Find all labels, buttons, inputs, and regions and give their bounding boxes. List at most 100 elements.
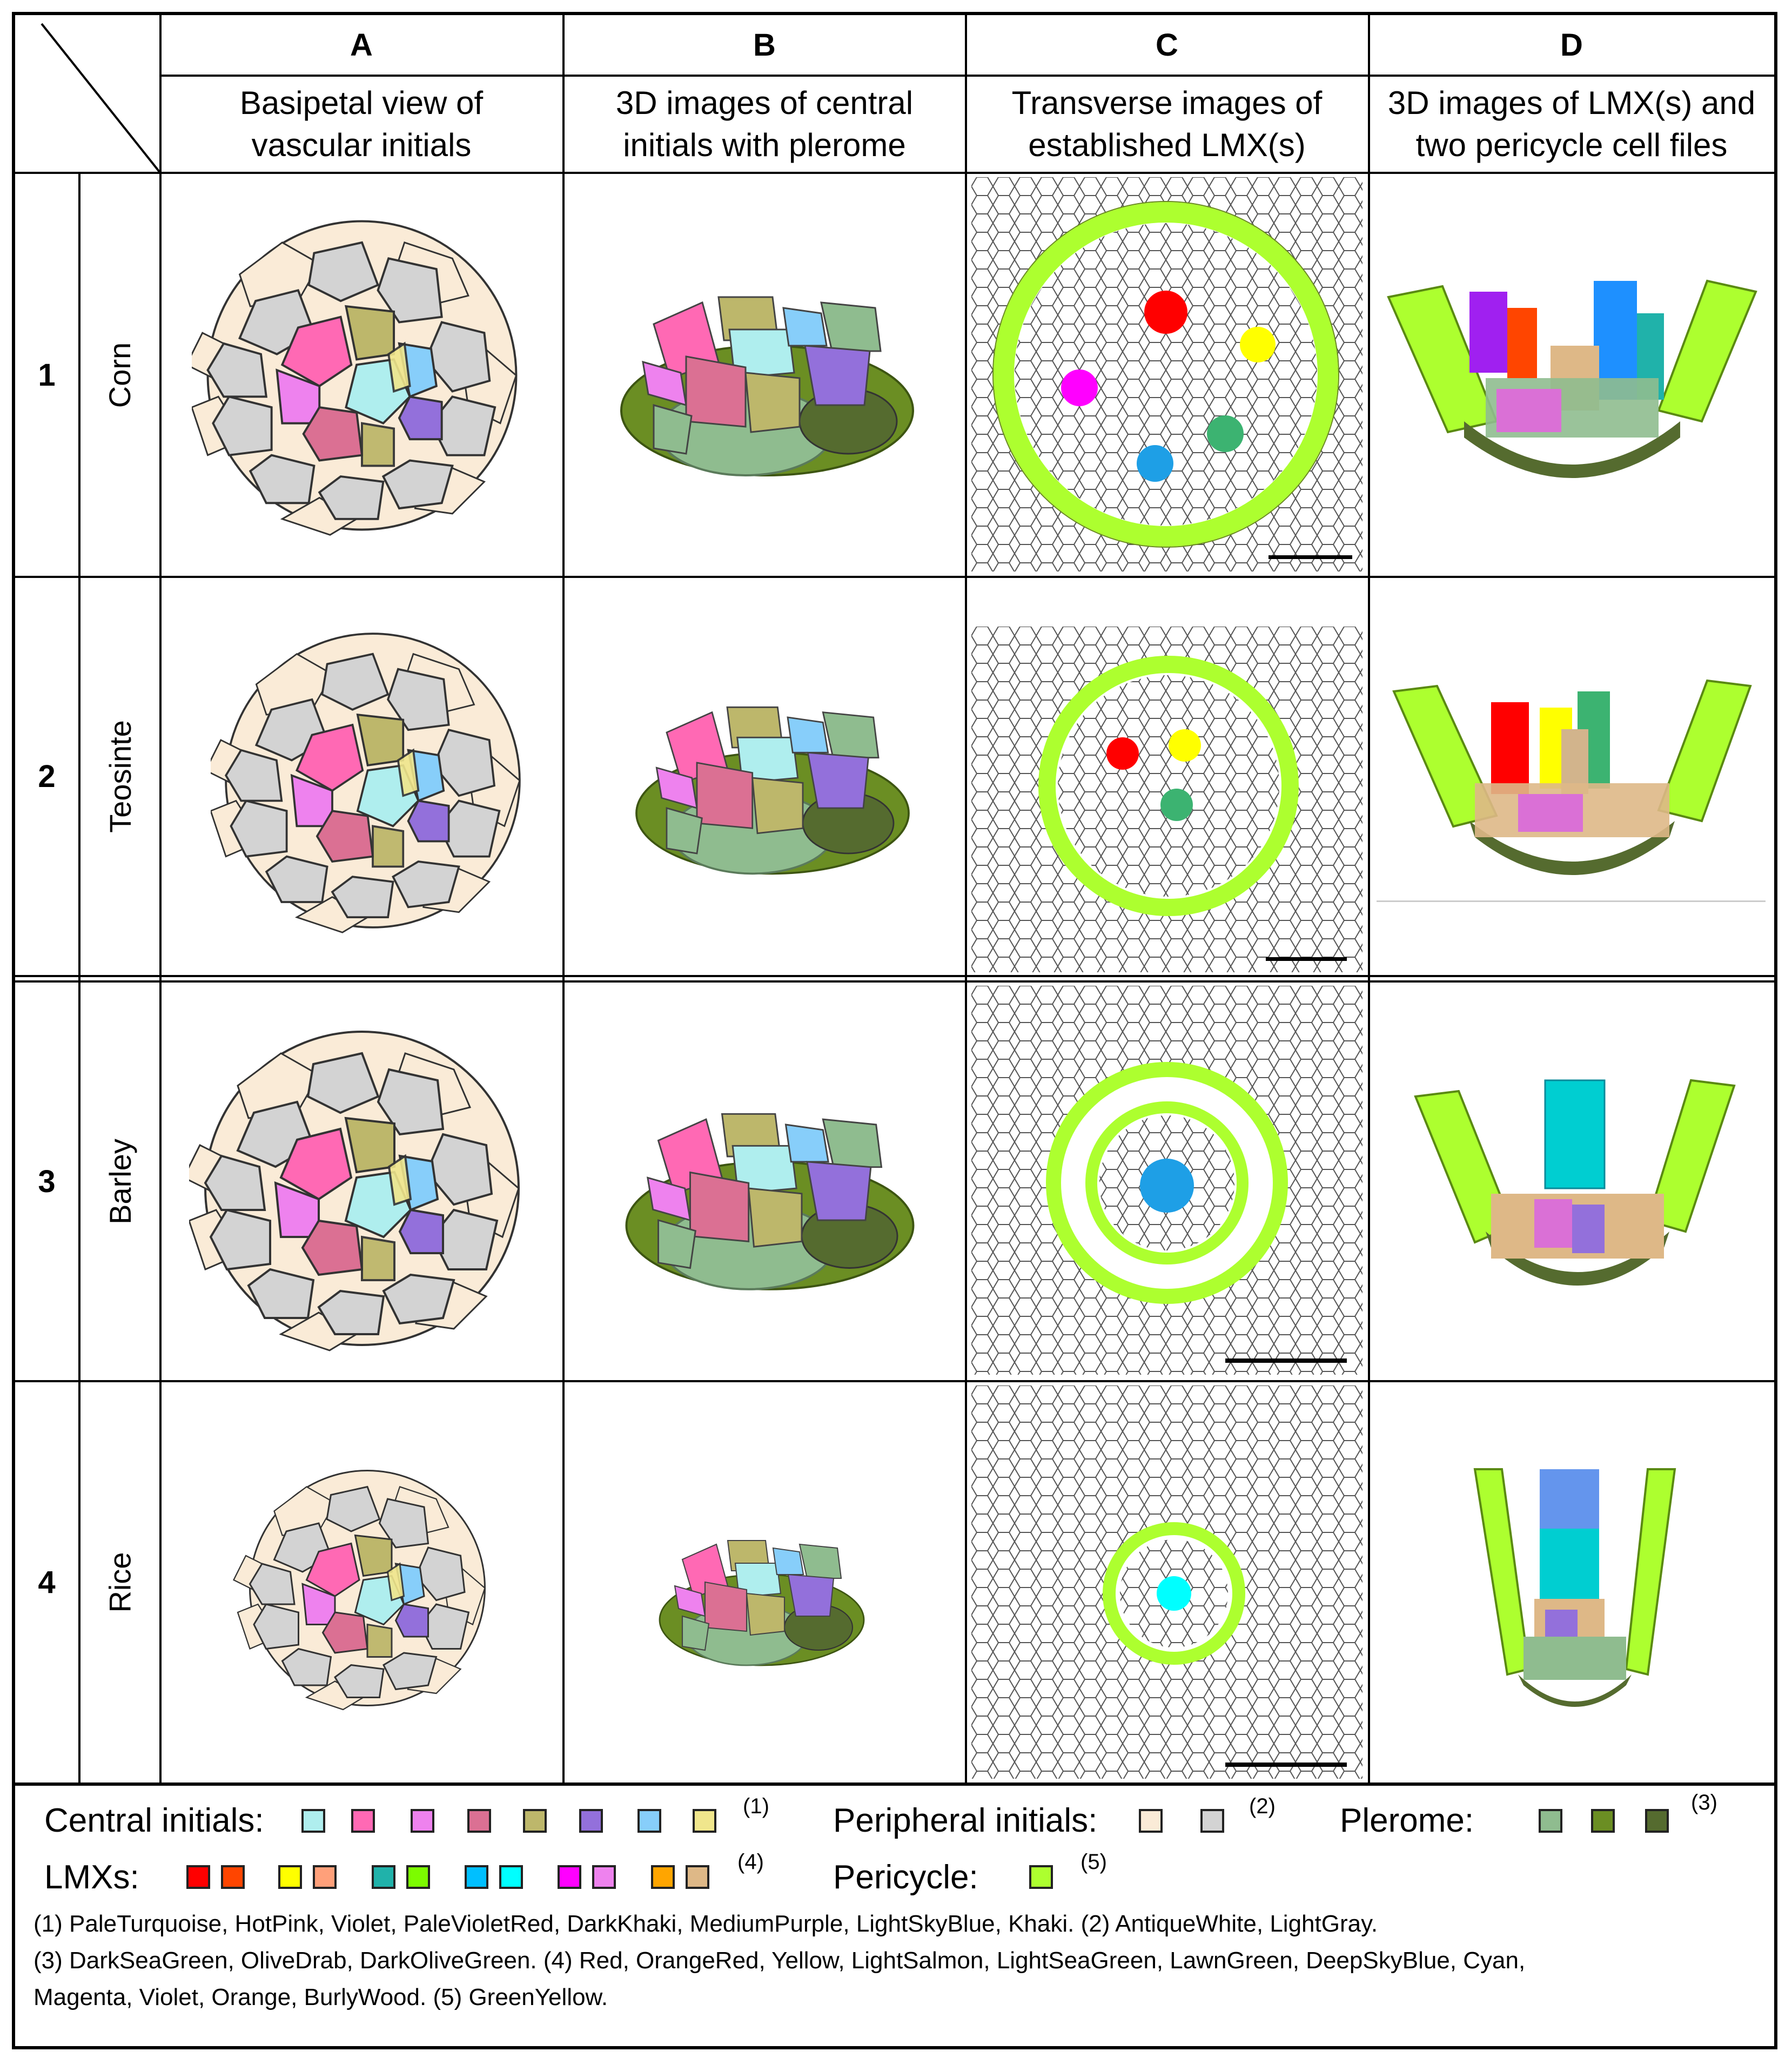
swatch-plerome-2 bbox=[1591, 1809, 1615, 1833]
panel-3b bbox=[610, 1075, 929, 1302]
row-species-4: Rice bbox=[103, 1552, 137, 1613]
panel-1b bbox=[605, 259, 929, 486]
swatch-pericycle-1 bbox=[1029, 1865, 1053, 1889]
row-number-4: 4 bbox=[38, 1565, 56, 1600]
legend-pericycle-label: Pericycle: bbox=[833, 1859, 978, 1896]
row-species-2: Teosinte bbox=[103, 720, 137, 833]
legend-plerome-label: Plerome: bbox=[1340, 1802, 1474, 1839]
panel-2b-image bbox=[635, 706, 910, 875]
panel-2b bbox=[621, 670, 924, 886]
legend-plerome-note: (3) bbox=[1691, 1791, 1717, 1814]
grid-line bbox=[159, 12, 162, 1784]
column-letter-c: C bbox=[1156, 27, 1178, 63]
swatch-central-2 bbox=[351, 1809, 375, 1833]
swatch-lmx-7 bbox=[465, 1865, 488, 1889]
panel-2d-image bbox=[1392, 679, 1752, 875]
grid-line bbox=[12, 1783, 1777, 1786]
row-number-2: 2 bbox=[38, 759, 56, 794]
swatch-lmx-9 bbox=[558, 1865, 581, 1889]
panel-1c bbox=[971, 177, 1363, 571]
legend-lmx-label: LMXs: bbox=[44, 1859, 139, 1896]
row-species-1: Corn bbox=[103, 342, 137, 408]
legend-lmx-note: (4) bbox=[737, 1850, 764, 1874]
panel-3d-image bbox=[1414, 1079, 1736, 1286]
row-number-3: 3 bbox=[38, 1163, 56, 1199]
grid-line bbox=[12, 975, 1777, 977]
panel-3c-image bbox=[971, 986, 1363, 1375]
legend-peripheral-label: Peripheral initials: bbox=[833, 1802, 1098, 1839]
panel-1b-image bbox=[620, 296, 914, 476]
swatch-central-4 bbox=[467, 1809, 491, 1833]
swatch-central-8 bbox=[693, 1809, 716, 1833]
swatch-lmx-5 bbox=[372, 1865, 395, 1889]
panel-1a bbox=[192, 200, 532, 551]
swatch-central-7 bbox=[637, 1809, 661, 1833]
panel-4a bbox=[232, 1458, 502, 1718]
swatch-peripheral-1 bbox=[1139, 1809, 1163, 1833]
footnote-line-3: Magenta, Violet, Orange, BurlyWood. (5) … bbox=[33, 1984, 608, 2010]
swatch-lmx-12 bbox=[686, 1865, 709, 1889]
panel-2c bbox=[971, 627, 1363, 972]
panel-1d bbox=[1378, 259, 1767, 486]
corner-diagonal bbox=[41, 23, 160, 173]
swatch-lmx-2 bbox=[221, 1865, 245, 1889]
grid-line bbox=[965, 12, 967, 1784]
panel-4d-image bbox=[1473, 1468, 1676, 1707]
swatch-central-5 bbox=[523, 1809, 547, 1833]
panel-3b-image bbox=[625, 1113, 915, 1290]
footnote-line-2: (3) DarkSeaGreen, OliveDrab, DarkOliveGr… bbox=[33, 1947, 1526, 1974]
figure-table bbox=[12, 12, 1777, 2049]
panel-4a-image bbox=[233, 1470, 486, 1711]
panel-1d-image bbox=[1387, 279, 1757, 478]
panel-4b-image bbox=[659, 1539, 865, 1666]
swatch-lmx-4 bbox=[313, 1865, 337, 1889]
swatch-plerome-1 bbox=[1539, 1809, 1562, 1833]
swatch-central-6 bbox=[579, 1809, 603, 1833]
panel-3a-image bbox=[189, 1031, 520, 1351]
panel-1c-image bbox=[971, 177, 1363, 571]
grid-line bbox=[1368, 12, 1370, 1784]
swatch-lmx-10 bbox=[592, 1865, 616, 1889]
legend-central-label: Central initials: bbox=[44, 1802, 264, 1839]
panel-2c-image bbox=[971, 627, 1363, 972]
swatch-lmx-3 bbox=[278, 1865, 302, 1889]
swatch-lmx-6 bbox=[406, 1865, 430, 1889]
panel-4b bbox=[648, 1491, 875, 1696]
legend-peripheral-note: (2) bbox=[1249, 1794, 1276, 1818]
legend-pericycle-note: (5) bbox=[1080, 1850, 1107, 1874]
swatch-lmx-1 bbox=[186, 1865, 210, 1889]
row-species-3: Barley bbox=[103, 1138, 137, 1225]
panel-2d bbox=[1377, 664, 1767, 902]
panel-3c bbox=[971, 986, 1363, 1375]
panel-3a bbox=[189, 1015, 535, 1361]
row-number-1: 1 bbox=[38, 357, 56, 393]
legend-central-note: (1) bbox=[743, 1794, 769, 1818]
swatch-lmx-8 bbox=[499, 1865, 523, 1889]
panel-4c bbox=[971, 1385, 1363, 1779]
grid-line bbox=[12, 172, 1777, 174]
panel-4d bbox=[1459, 1458, 1691, 1728]
column-desc-c: Transverse images of established LMX(s) bbox=[1011, 85, 1323, 163]
column-letter-d: D bbox=[1560, 27, 1583, 63]
swatch-plerome-3 bbox=[1645, 1809, 1669, 1833]
footnote-line-1: (1) PaleTurquoise, HotPink, Violet, Pale… bbox=[33, 1911, 1378, 1937]
swatch-central-1 bbox=[301, 1809, 325, 1833]
column-desc-d: 3D images of LMX(s) and two pericycle ce… bbox=[1387, 85, 1756, 163]
grid-line bbox=[562, 12, 565, 1784]
panel-1a-image bbox=[192, 220, 518, 536]
grid-line bbox=[12, 980, 1777, 983]
column-letter-b: B bbox=[753, 27, 776, 63]
panel-2a bbox=[211, 613, 535, 948]
grid-line bbox=[159, 75, 1777, 77]
grid-line bbox=[78, 172, 80, 1784]
panel-3d bbox=[1383, 1064, 1761, 1313]
grid-line bbox=[12, 1380, 1777, 1382]
grid-line bbox=[12, 576, 1777, 578]
panel-2a-image bbox=[211, 633, 521, 934]
swatch-lmx-11 bbox=[651, 1865, 675, 1889]
column-letter-a: A bbox=[350, 27, 373, 63]
panel-4c-image bbox=[971, 1385, 1363, 1779]
panel-2d-baseline bbox=[1377, 900, 1766, 902]
swatch-central-3 bbox=[411, 1809, 434, 1833]
column-desc-a: Basipetal view of vascular initials bbox=[239, 85, 484, 163]
